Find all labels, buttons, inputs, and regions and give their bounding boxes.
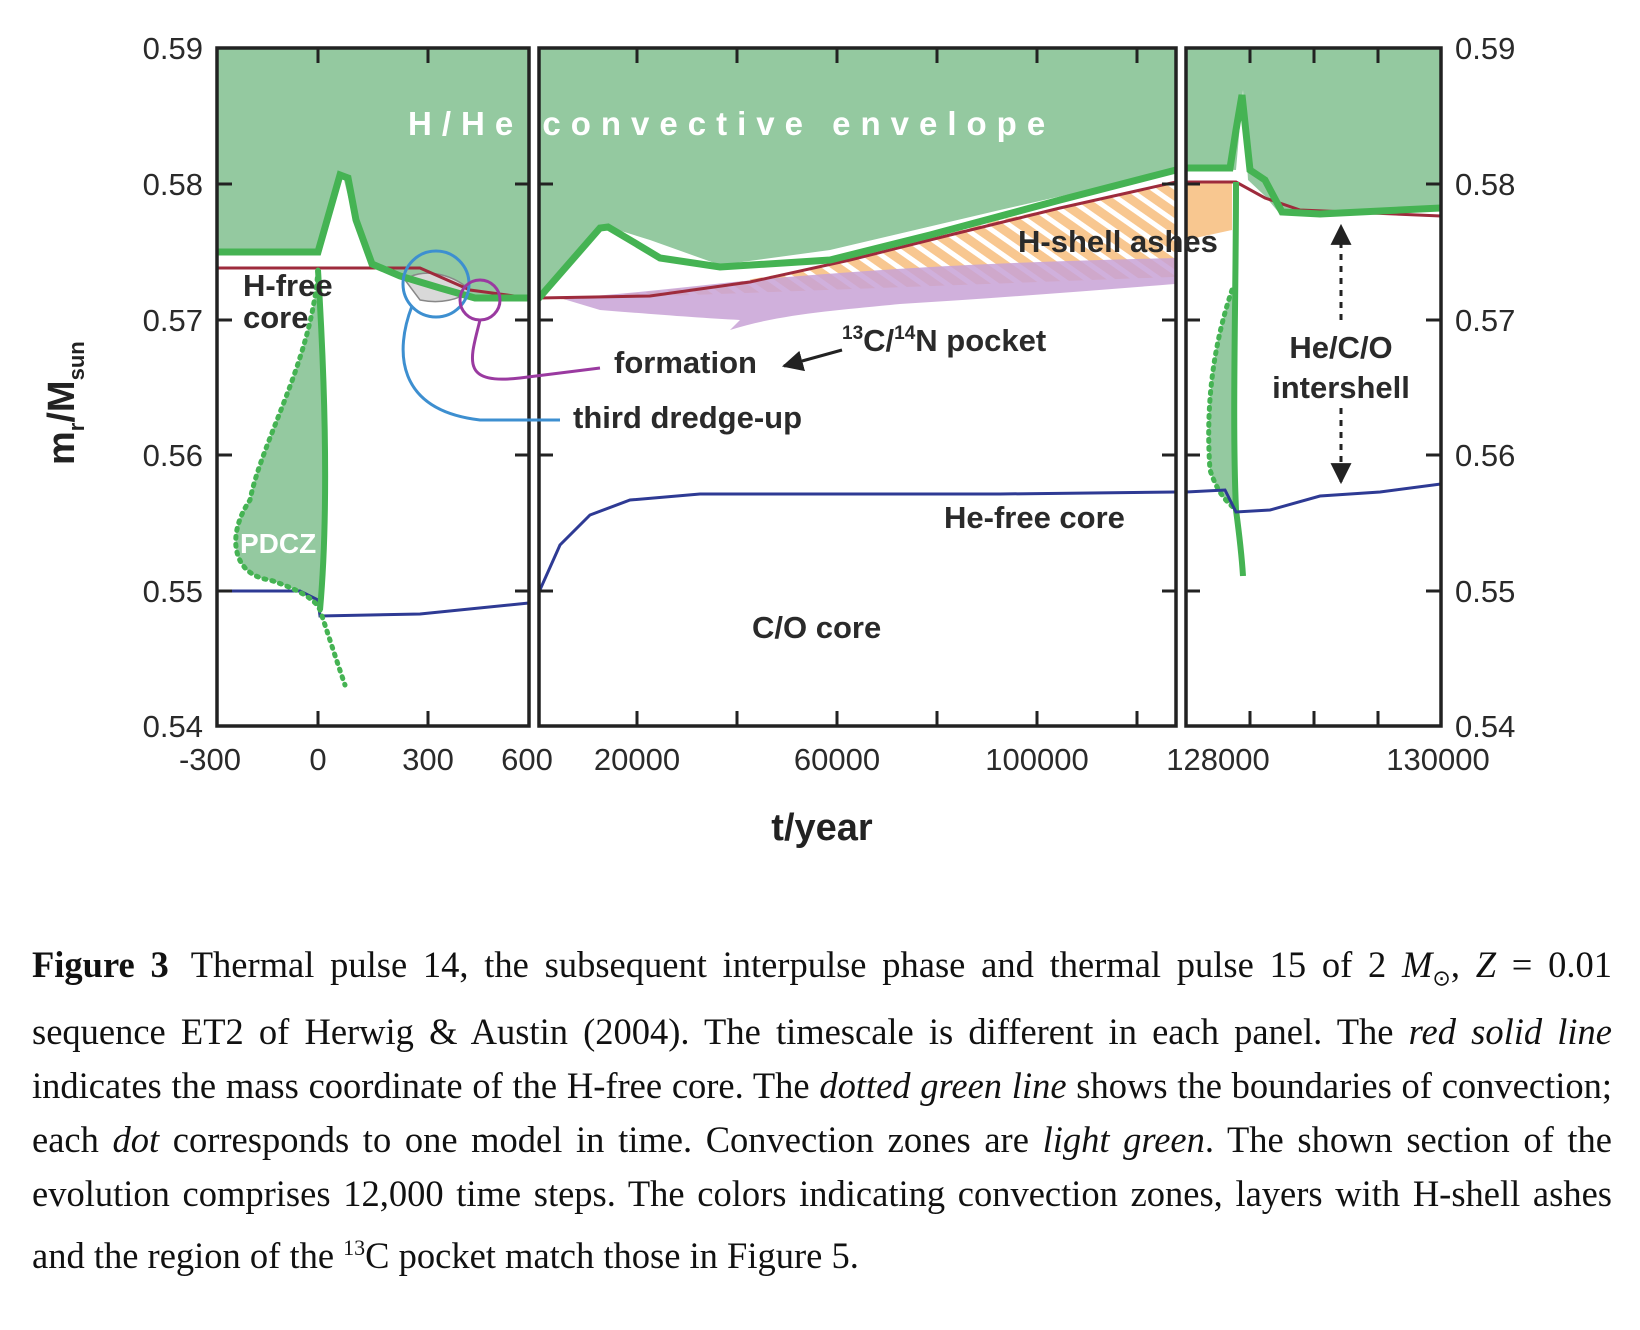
x-tick-b-2: 100000: [985, 742, 1088, 777]
he-free-core-line-c: [1186, 482, 1441, 514]
figure-caption: Figure 3 Thermal pulse 14, the subsequent…: [32, 938, 1612, 1283]
ashes-fill-c: [1186, 182, 1232, 240]
pocket-c13-sup: 13: [842, 323, 863, 344]
h-shell-ashes-label: H-shell ashes: [1018, 224, 1218, 259]
caption-light-green: light green: [1042, 1119, 1205, 1161]
frame-b: [537, 46, 1178, 728]
caption-p5: corresponds to one model in time. Convec…: [159, 1119, 1043, 1161]
y-tick-left-0: 0.59: [143, 31, 203, 66]
pdcz-inner-boundary: [315, 269, 329, 611]
y-axis-label: mr/Msun: [41, 341, 89, 465]
pocket-arrow: [781, 348, 843, 372]
caption-p1-m: M: [1402, 944, 1433, 985]
caption-figure-label: Figure 3: [32, 944, 169, 985]
svg-text:mr/Msun: mr/Msun: [41, 341, 89, 465]
envelope-fill-b: [539, 48, 1176, 298]
caption-p6: . The shown section of the evolution com…: [32, 1119, 1612, 1277]
x-tick-b-1: 60000: [794, 742, 880, 777]
caption-p1-sun: ⊙: [1432, 965, 1451, 991]
x-tick-a-0: -300: [179, 742, 241, 777]
caption-p2: = 0.01 sequence ET2 of Herwig & Austin (…: [32, 944, 1612, 1053]
c13-n14-pocket-label: 13C/14N pocket: [842, 323, 1046, 358]
pocket-n14-sup: 14: [894, 323, 916, 344]
formation-leader: [471, 319, 601, 381]
y-tick-right-0: 0.59: [1455, 31, 1515, 66]
caption-p1-end: ,: [1450, 944, 1460, 985]
caption-dot: dot: [112, 1119, 160, 1161]
panel-pulse-14: [217, 48, 529, 688]
c13-pocket-fill: [560, 258, 1176, 330]
y-label-m: m: [41, 431, 83, 465]
y-label-msun: /M: [41, 380, 83, 422]
frame-a: [215, 46, 531, 728]
envelope-boundary-a: [217, 170, 529, 302]
panel-interpulse: [539, 48, 1176, 593]
intershell-convection-fill: [1208, 290, 1236, 510]
pdcz-fill: [235, 270, 326, 610]
caption-p6-sup: 13: [343, 1235, 366, 1261]
caption-red-line: red solid line: [1408, 1011, 1612, 1053]
x-tick-b-3: 128000: [1166, 742, 1269, 777]
he-free-core-line-b: [539, 490, 1176, 593]
h-free-core-line-b: [539, 180, 1176, 300]
x-tick-b-0: 20000: [594, 742, 680, 777]
y-tick-left-2: 0.57: [143, 303, 203, 338]
x-tick-a-1: 0: [309, 742, 326, 777]
caption-p2-z: Z: [1475, 944, 1497, 985]
pdcz-boundary: [233, 267, 348, 688]
he-free-core-line-a: [217, 589, 529, 618]
y-tick-left-1: 0.58: [143, 167, 203, 202]
intershell-label-1: He/C/O: [1289, 330, 1392, 365]
x-tick-a-3: 600: [501, 742, 553, 777]
y-label-sun: sun: [64, 341, 89, 380]
caption-p4: shows the boundaries of convection; each: [32, 1065, 1612, 1161]
he-free-core-label: He-free core: [944, 500, 1125, 535]
y-tick-left-3: 0.56: [143, 438, 203, 473]
pocket-n-tail: N pocket: [915, 323, 1046, 358]
h-free-core-label-1: H-free: [243, 268, 333, 303]
envelope-boundary-c: [1186, 94, 1441, 218]
third-dredge-up-label: third dredge-up: [573, 400, 802, 435]
x-tick-a-2: 300: [402, 742, 454, 777]
y-label-r: r: [64, 422, 89, 431]
caption-p7: C pocket match those in Figure 5.: [365, 1235, 859, 1277]
pocket-c-tail: C/: [863, 323, 894, 358]
dredge-up-leader: [401, 305, 560, 422]
caption-dotted-green: dotted green line: [819, 1065, 1067, 1107]
formation-label: formation: [614, 345, 757, 380]
panel-pulse-15: [1186, 48, 1441, 577]
intershell-label-2: intershell: [1272, 370, 1410, 405]
envelope-fill-a: [217, 48, 529, 298]
figure-3-chart: 0.59 0.58 0.57 0.56 0.55 0.54 0.59 0.58 …: [41, 31, 1515, 849]
intershell-convection-inner: [1231, 181, 1246, 577]
y-tick-right-5: 0.54: [1455, 709, 1515, 744]
pdcz-label: PDCZ: [240, 528, 316, 559]
caption-p1: Thermal pulse 14, the subsequent interpu…: [190, 944, 1402, 985]
x-axis-label: t/year: [771, 807, 873, 849]
y-tick-right-3: 0.56: [1455, 438, 1515, 473]
x-tick-c-1: 130000: [1386, 742, 1489, 777]
y-tick-left-4: 0.55: [143, 574, 203, 609]
h-free-core-label-2: core: [243, 300, 308, 335]
y-tick-left-5: 0.54: [143, 709, 203, 744]
envelope-label: H/He convective envelope: [408, 105, 1055, 142]
co-core-label: C/O core: [752, 610, 881, 645]
tick-marks: [217, 48, 1441, 726]
caption-p3: indicates the mass coordinate of the H-f…: [32, 1065, 820, 1107]
y-tick-right-2: 0.57: [1455, 303, 1515, 338]
intershell-convection-boundary: [1206, 287, 1239, 513]
envelope-boundary-b: [539, 166, 1176, 302]
y-tick-right-1: 0.58: [1455, 167, 1515, 202]
y-tick-right-4: 0.55: [1455, 574, 1515, 609]
